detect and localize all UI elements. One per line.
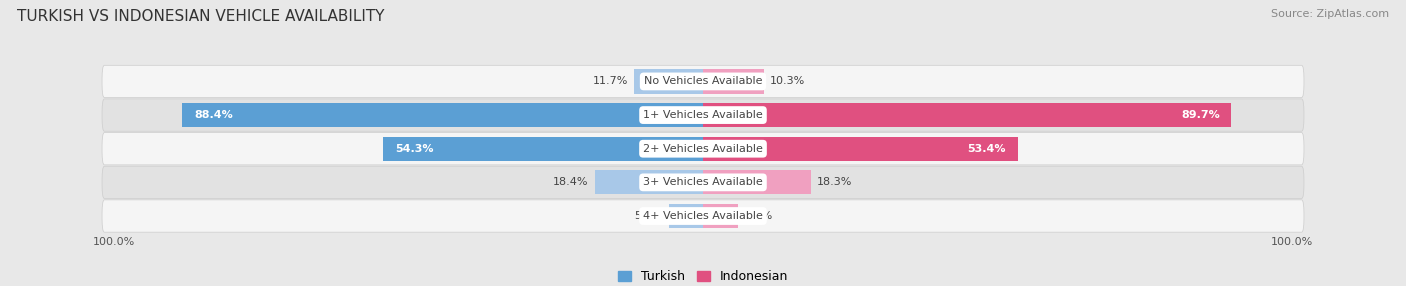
Text: 18.3%: 18.3%: [817, 177, 852, 187]
Text: No Vehicles Available: No Vehicles Available: [644, 76, 762, 86]
Text: 11.7%: 11.7%: [593, 76, 628, 86]
Bar: [382, 137, 703, 161]
Bar: [669, 204, 703, 228]
Bar: [703, 204, 738, 228]
Text: Source: ZipAtlas.com: Source: ZipAtlas.com: [1271, 9, 1389, 19]
Text: 53.4%: 53.4%: [967, 144, 1005, 154]
FancyBboxPatch shape: [103, 166, 1303, 198]
Legend: Turkish, Indonesian: Turkish, Indonesian: [619, 270, 787, 283]
Text: 54.3%: 54.3%: [395, 144, 433, 154]
Text: 3+ Vehicles Available: 3+ Vehicles Available: [643, 177, 763, 187]
FancyBboxPatch shape: [103, 65, 1303, 98]
Text: 88.4%: 88.4%: [194, 110, 233, 120]
Bar: [703, 69, 763, 94]
Text: 6.0%: 6.0%: [744, 211, 772, 221]
FancyBboxPatch shape: [103, 200, 1303, 232]
Text: 1+ Vehicles Available: 1+ Vehicles Available: [643, 110, 763, 120]
Bar: [634, 69, 703, 94]
Bar: [703, 170, 811, 194]
Text: TURKISH VS INDONESIAN VEHICLE AVAILABILITY: TURKISH VS INDONESIAN VEHICLE AVAILABILI…: [17, 9, 384, 23]
Text: 10.3%: 10.3%: [769, 76, 804, 86]
Bar: [183, 103, 703, 127]
Text: 4+ Vehicles Available: 4+ Vehicles Available: [643, 211, 763, 221]
Text: 89.7%: 89.7%: [1181, 110, 1220, 120]
Text: 5.8%: 5.8%: [634, 211, 664, 221]
FancyBboxPatch shape: [103, 133, 1303, 165]
Bar: [595, 170, 703, 194]
Bar: [703, 137, 1018, 161]
FancyBboxPatch shape: [103, 99, 1303, 131]
Bar: [703, 103, 1232, 127]
Text: 2+ Vehicles Available: 2+ Vehicles Available: [643, 144, 763, 154]
Text: 18.4%: 18.4%: [553, 177, 589, 187]
